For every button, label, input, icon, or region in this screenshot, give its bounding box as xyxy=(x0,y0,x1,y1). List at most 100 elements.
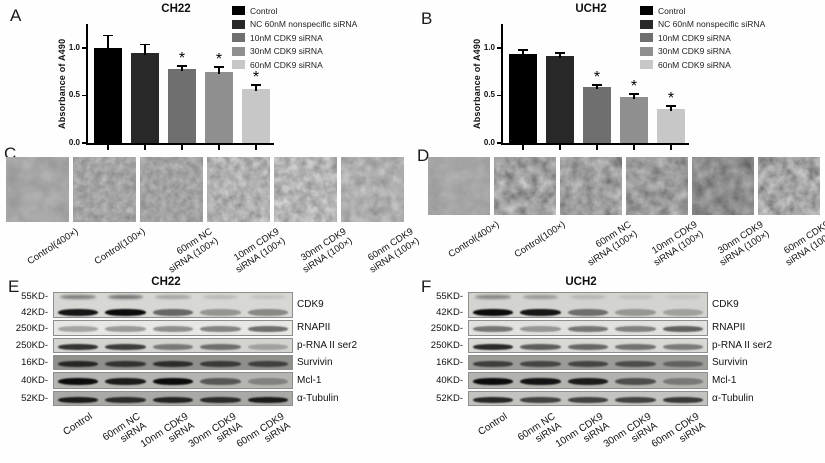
protein-band-upper xyxy=(522,295,559,299)
error-bar-whisker xyxy=(107,35,109,50)
y-tick xyxy=(82,94,88,97)
error-bar-cap xyxy=(214,66,224,68)
protein-band xyxy=(567,360,609,367)
mw-marker-label: 52KD- xyxy=(436,393,463,404)
y-tick-label: 0.5 xyxy=(483,90,495,100)
mw-marker-label: 250KD- xyxy=(15,340,48,351)
micrograph-d-30nm-cdk9-sirna-100 xyxy=(692,157,754,215)
micrograph-c-30nm-cdk9-sirna-100 xyxy=(274,157,337,222)
blot-strip-survivin xyxy=(468,355,708,370)
bar-30nm-cdk9-sirna xyxy=(205,71,233,143)
blot-strip-p-rna-ii-ser2 xyxy=(53,338,293,353)
protein-band xyxy=(105,326,146,332)
protein-band xyxy=(152,326,194,332)
bar-control xyxy=(509,54,537,143)
legend-swatch xyxy=(640,19,653,29)
x-tick xyxy=(255,145,257,150)
legend-label: 60nM CDK9 siRNA xyxy=(658,59,731,70)
protein-band xyxy=(105,378,146,385)
micrograph-row-d xyxy=(428,157,820,215)
protein-band xyxy=(567,396,609,403)
protein-band xyxy=(472,309,514,316)
protein-band xyxy=(152,378,194,385)
protein-band xyxy=(662,326,704,332)
protein-band xyxy=(57,360,99,367)
legend-item-30nm-cdk9-sirna: 30nM CDK9 siRNA xyxy=(232,46,357,56)
legend-item-10nm-cdk9-sirna: 10nM CDK9 siRNA xyxy=(640,33,765,43)
bar-30nm-cdk9-sirna xyxy=(620,97,648,143)
protein-band xyxy=(200,378,241,385)
micrograph-image xyxy=(6,157,69,222)
bar-60nm-cdk9-sirna xyxy=(657,108,685,143)
legend-item-control: Control xyxy=(640,5,765,16)
protein-label-cdk9: CDK9 xyxy=(297,299,324,310)
error-bar-cap xyxy=(592,84,602,86)
protein-band xyxy=(615,396,656,403)
protein-band xyxy=(472,343,514,350)
y-tick-label: 1.0 xyxy=(68,42,80,52)
legend-label: 60nM CDK9 siRNA xyxy=(250,59,323,70)
protein-band xyxy=(57,343,99,350)
micrograph-d-60nm-nc-sirna-100 xyxy=(560,157,622,215)
protein-band-upper xyxy=(665,295,702,299)
legend-item-10nm-cdk9-sirna: 10nM CDK9 siRNA xyxy=(232,33,357,43)
protein-band-upper xyxy=(202,295,239,299)
x-tick xyxy=(633,145,635,150)
protein-band xyxy=(152,360,194,367)
protein-label-tubulin: α-Tubulin xyxy=(297,392,339,404)
micrograph-row-c xyxy=(6,157,404,222)
protein-label-survivin: Survivin xyxy=(297,356,333,368)
panel-f-letter: F xyxy=(421,277,432,296)
legend-swatch xyxy=(232,6,245,15)
protein-band xyxy=(247,396,289,403)
protein-band xyxy=(105,343,146,350)
protein-band xyxy=(57,326,99,332)
protein-band xyxy=(567,343,609,350)
significance-asterisk: * xyxy=(593,68,601,86)
protein-band xyxy=(520,360,561,367)
chart-b-plot-area: 0.0 0.5 1.0 * * * xyxy=(484,24,689,150)
x-tick xyxy=(181,145,183,150)
y-tick-label: 0.0 xyxy=(68,138,80,147)
micrograph-d-60nm-cdk9-sirna-100 xyxy=(758,157,820,215)
legend-swatch xyxy=(232,46,245,56)
y-tick xyxy=(497,47,503,49)
legend-item-30nm-cdk9-sirna: 30nM CDK9 siRNA xyxy=(640,46,765,56)
protein-band xyxy=(520,309,561,316)
legend-label: NC 60nM nonspecific siRNA xyxy=(250,19,358,29)
y-tick xyxy=(82,142,88,144)
blot-strip-tubulin xyxy=(53,391,293,406)
legend-swatch xyxy=(640,33,653,42)
protein-band-upper xyxy=(59,295,96,299)
panel-d: D Control(400×) Control(100×) 60nm NC siRN… xyxy=(415,144,825,272)
protein-band xyxy=(615,343,656,350)
protein-band xyxy=(615,378,656,385)
legend-label: Control xyxy=(658,5,686,16)
micrograph-c-60nm-cdk9-sirna-100 xyxy=(341,157,404,222)
blot-strip-p-rna-ii-ser2 xyxy=(468,338,708,353)
protein-band xyxy=(247,343,289,350)
micrograph-c-10nm-cdk9-sirna-100 xyxy=(207,157,270,222)
protein-band-upper xyxy=(617,295,654,299)
micrograph-image xyxy=(494,157,556,215)
legend-swatch xyxy=(232,60,245,69)
blot-strip-mcl-1 xyxy=(468,372,708,389)
error-bar-whisker xyxy=(633,93,635,100)
blot-f-title: UCH2 xyxy=(565,276,597,288)
protein-band xyxy=(662,360,704,367)
y-tick xyxy=(497,142,503,144)
mw-marker-label: 250KD- xyxy=(430,340,463,351)
protein-label-cdk9: CDK9 xyxy=(712,299,739,310)
x-tick xyxy=(559,145,561,150)
error-bar-whisker xyxy=(255,84,257,91)
error-bar-cap xyxy=(629,93,639,95)
x-tick xyxy=(522,145,524,150)
micrograph-c-60nm-nc-sirna-100 xyxy=(140,157,203,222)
micrograph-c-control-100 xyxy=(73,157,136,222)
protein-label-survivin: Survivin xyxy=(712,356,748,368)
error-bar-cap xyxy=(103,34,113,37)
bar-10nm-cdk9-sirna xyxy=(583,86,611,143)
mw-marker-label: 42KD- xyxy=(21,307,48,318)
protein-band xyxy=(57,309,99,316)
panel-f: F UCH2 55KD- 42KD- CDK9 250KD- RNAPII 250KD-p… xyxy=(415,272,825,463)
